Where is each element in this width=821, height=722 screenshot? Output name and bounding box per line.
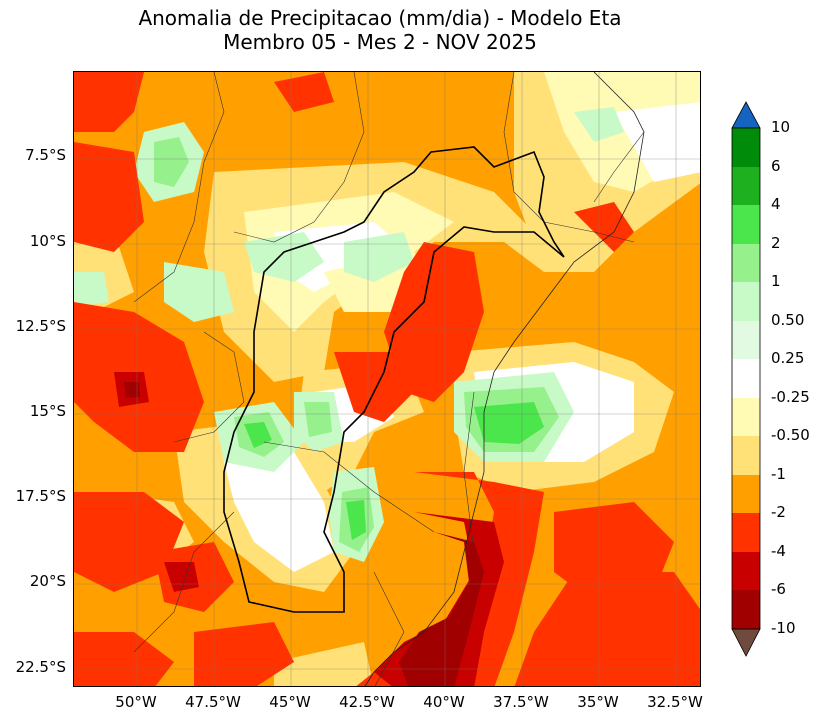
colorbar-label-2: 2 (771, 234, 781, 252)
coastline (364, 72, 645, 686)
colorbar-label-6: 6 (771, 157, 781, 175)
colorbar-label-neg-0-50: -0.50 (771, 426, 810, 444)
colorbar-swatch (732, 167, 760, 205)
colorbar-label-0-25: 0.25 (771, 349, 805, 367)
title-line-2: Membro 05 - Mes 2 - NOV 2025 (223, 30, 537, 54)
title-line-1: Anomalia de Precipitacao (mm/dia) - Mode… (138, 6, 622, 30)
lon-tick-40: 40°W (423, 693, 465, 711)
colorbar-swatch (732, 513, 760, 552)
lon-tick-37-5: 37.5°W (493, 693, 549, 711)
lat-tick-10: 10°S (29, 232, 66, 250)
colorbar-label-neg-10: -10 (771, 619, 796, 637)
colorbar-swatch (732, 359, 760, 398)
colorbar-swatch (732, 321, 760, 359)
lon-tick-47-5: 47.5°W (185, 693, 241, 711)
lat-tick-15: 15°S (29, 402, 66, 420)
lon-tick-50: 50°W (115, 693, 157, 711)
basin-outline (223, 146, 565, 613)
lat-tick-7-5: 7.5°S (25, 146, 66, 164)
lon-tick-32-5: 32.5°W (647, 693, 703, 711)
lon-tick-35: 35°W (577, 693, 619, 711)
colorbar-swatch (732, 436, 760, 475)
lat-tick-17-5: 17.5°S (15, 487, 66, 505)
colorbar-swatch (732, 552, 760, 590)
colorbar-under-arrow (731, 628, 761, 657)
colorbar-label-neg-4: -4 (771, 542, 786, 560)
colorbar-swatch (732, 244, 760, 282)
colorbar (731, 101, 761, 657)
colorbar-label-0-50: 0.50 (771, 311, 805, 329)
lat-tick-20: 20°S (29, 572, 66, 590)
state-borders (133, 72, 645, 686)
colorbar-swatch (732, 590, 760, 629)
lon-tick-42-5: 42.5°W (339, 693, 395, 711)
colorbar-label-neg-2: -2 (771, 503, 786, 521)
colorbar-swatch (732, 475, 760, 513)
colorbar-label-neg-1: -1 (771, 465, 786, 483)
lon-tick-45: 45°W (269, 693, 311, 711)
colorbar-swatch (732, 205, 760, 244)
colorbar-swatch (732, 128, 760, 167)
map-title: Anomalia de Precipitacao (mm/dia) - Mode… (0, 6, 760, 54)
colorbar-label-4: 4 (771, 195, 781, 213)
colorbar-label-1: 1 (771, 272, 781, 290)
colorbar-label-neg-0-25: -0.25 (771, 388, 810, 406)
graticule (74, 72, 700, 686)
colorbar-label-10: 10 (771, 118, 791, 136)
colorbar-label-neg-6: -6 (771, 580, 786, 598)
lat-tick-12-5: 12.5°S (15, 317, 66, 335)
precipitation-map (73, 71, 701, 687)
colorbar-over-arrow (731, 101, 761, 129)
colorbar-swatch (732, 398, 760, 436)
lat-tick-22-5: 22.5°S (15, 658, 66, 676)
colorbar-swatch (732, 282, 760, 321)
map-canvas (74, 72, 700, 686)
